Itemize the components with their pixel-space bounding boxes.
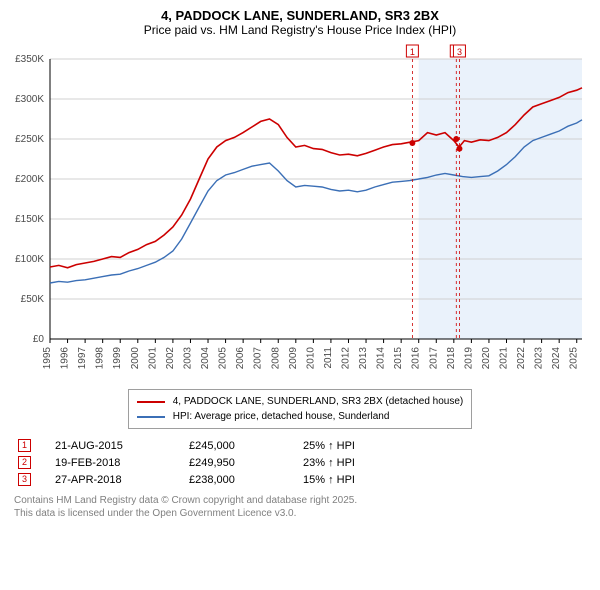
x-tick-label: 2022 xyxy=(516,347,527,370)
x-tick-label: 2016 xyxy=(411,347,422,370)
y-tick-label: £200K xyxy=(15,174,44,185)
sale-row-marker: 3 xyxy=(18,473,31,486)
sales-table: 1 21-AUG-2015 £245,000 25% ↑ HPI 2 19-FEB-201… xyxy=(6,437,594,488)
footer-line1: Contains HM Land Registry data © Crown c… xyxy=(14,494,586,507)
x-tick-label: 1996 xyxy=(60,347,71,370)
sale-row-diff: 15% ↑ HPI xyxy=(303,474,403,486)
legend-swatch xyxy=(137,416,165,418)
x-tick-label: 2021 xyxy=(499,347,510,370)
y-tick-label: £350K xyxy=(15,54,44,65)
x-tick-label: 2003 xyxy=(182,347,193,370)
sale-row-marker: 2 xyxy=(18,456,31,469)
license-footer: Contains HM Land Registry data © Crown c… xyxy=(6,494,594,520)
sale-row: 1 21-AUG-2015 £245,000 25% ↑ HPI xyxy=(6,437,594,454)
sale-marker-dot xyxy=(453,136,459,142)
chart-legend: 4, PADDOCK LANE, SUNDERLAND, SR3 2BX (de… xyxy=(128,389,473,429)
sale-row-price: £245,000 xyxy=(189,440,279,452)
x-tick-label: 2023 xyxy=(534,347,545,370)
x-tick-label: 2004 xyxy=(200,347,211,370)
y-tick-label: £0 xyxy=(33,334,45,345)
chart-title-subtitle: Price paid vs. HM Land Registry's House … xyxy=(6,23,594,37)
sale-row-date: 21-AUG-2015 xyxy=(55,440,165,452)
x-tick-label: 2005 xyxy=(218,347,229,370)
x-tick-label: 2020 xyxy=(481,347,492,370)
x-tick-label: 2011 xyxy=(323,347,334,369)
sale-row-price: £249,950 xyxy=(189,457,279,469)
sale-marker-dot xyxy=(456,146,462,152)
x-tick-label: 2025 xyxy=(569,347,580,370)
x-tick-label: 2015 xyxy=(393,347,404,370)
x-tick-label: 2000 xyxy=(130,347,141,370)
y-tick-label: £150K xyxy=(15,214,44,225)
y-tick-label: £250K xyxy=(15,134,44,145)
footer-line2: This data is licensed under the Open Gov… xyxy=(14,507,586,520)
sale-row: 2 19-FEB-2018 £249,950 23% ↑ HPI xyxy=(6,454,594,471)
legend-label: 4, PADDOCK LANE, SUNDERLAND, SR3 2BX (de… xyxy=(173,394,464,409)
x-tick-label: 2007 xyxy=(253,347,264,370)
sale-row-marker: 1 xyxy=(18,439,31,452)
x-tick-label: 1995 xyxy=(42,347,53,370)
sale-row-date: 27-APR-2018 xyxy=(55,474,165,486)
sale-marker-number: 1 xyxy=(410,47,415,57)
y-tick-label: £100K xyxy=(15,254,44,265)
legend-swatch xyxy=(137,401,165,403)
x-tick-label: 2017 xyxy=(428,347,439,370)
x-tick-label: 2006 xyxy=(235,347,246,370)
chart-title-address: 4, PADDOCK LANE, SUNDERLAND, SR3 2BX xyxy=(6,8,594,23)
legend-item: HPI: Average price, detached house, Sund… xyxy=(137,409,464,424)
x-tick-label: 2009 xyxy=(288,347,299,370)
price-chart: £0 £50K £100K £150K £200K £250K £300K £350K 1995… xyxy=(6,43,592,383)
x-tick-label: 2013 xyxy=(358,347,369,370)
sale-row-date: 19-FEB-2018 xyxy=(55,457,165,469)
sale-row-diff: 25% ↑ HPI xyxy=(303,440,403,452)
sale-row-diff: 23% ↑ HPI xyxy=(303,457,403,469)
x-tick-label: 2008 xyxy=(270,347,281,370)
x-tick-label: 2010 xyxy=(305,347,316,370)
x-tick-label: 1999 xyxy=(112,347,123,370)
sale-marker-number: 3 xyxy=(457,47,462,57)
x-tick-label: 2014 xyxy=(376,347,387,370)
sale-row: 3 27-APR-2018 £238,000 15% ↑ HPI xyxy=(6,471,594,488)
sale-marker-dot xyxy=(409,140,415,146)
x-tick-label: 1997 xyxy=(77,347,88,370)
legend-label: HPI: Average price, detached house, Sund… xyxy=(173,409,390,424)
sale-row-price: £238,000 xyxy=(189,474,279,486)
y-tick-label: £50K xyxy=(21,294,45,305)
x-tick-label: 2024 xyxy=(551,347,562,370)
x-tick-label: 2012 xyxy=(340,347,351,370)
x-tick-label: 2018 xyxy=(446,347,457,370)
x-tick-label: 2001 xyxy=(147,347,158,370)
legend-item: 4, PADDOCK LANE, SUNDERLAND, SR3 2BX (de… xyxy=(137,394,464,409)
x-tick-label: 2002 xyxy=(165,347,176,370)
x-tick-label: 1998 xyxy=(95,347,106,370)
highlight-band xyxy=(419,59,582,339)
x-tick-label: 2019 xyxy=(463,347,474,370)
chart-svg: £0 £50K £100K £150K £200K £250K £300K £350K 1995… xyxy=(6,43,592,383)
y-tick-label: £300K xyxy=(15,94,44,105)
